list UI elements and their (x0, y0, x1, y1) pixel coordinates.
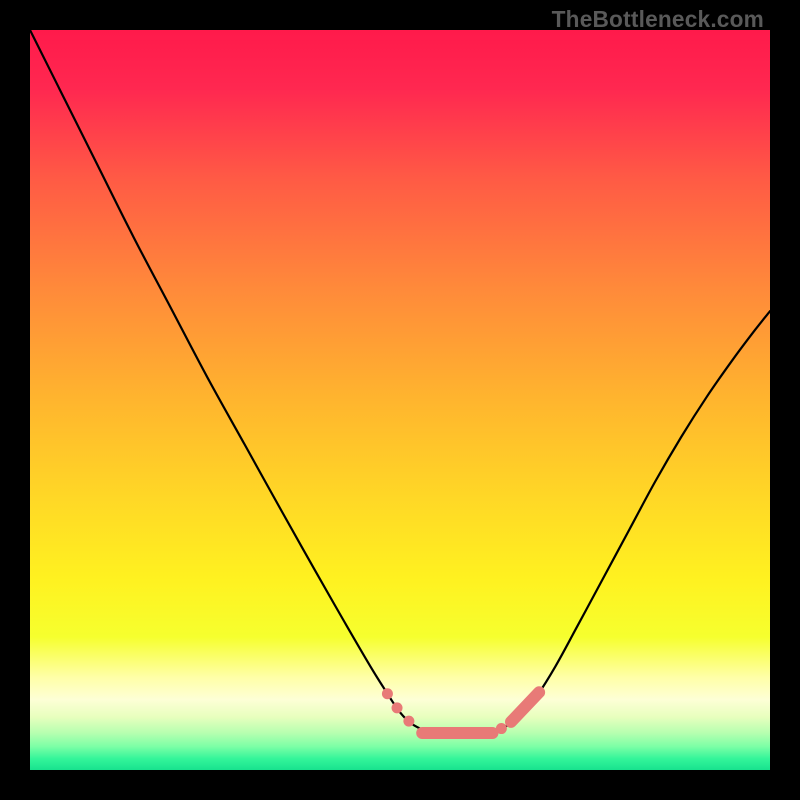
marker-dot (403, 716, 414, 727)
curve-left (30, 30, 444, 734)
curve-right (444, 311, 770, 735)
marker-dot (382, 688, 393, 699)
watermark-text: TheBottleneck.com (552, 6, 764, 33)
marker-capsule (511, 692, 539, 722)
overlay-markers (382, 688, 539, 734)
plot-svg (30, 30, 770, 770)
chart-frame: TheBottleneck.com (0, 0, 800, 800)
plot-area (30, 30, 770, 770)
marker-dot (392, 702, 403, 713)
marker-dot (496, 723, 507, 734)
